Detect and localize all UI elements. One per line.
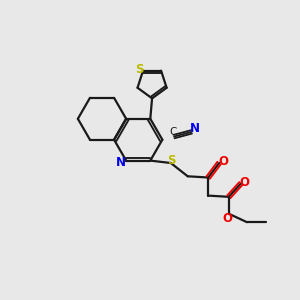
Text: O: O (222, 212, 232, 225)
Text: N: N (190, 122, 200, 135)
Text: C: C (169, 127, 177, 137)
Text: O: O (218, 155, 228, 168)
Text: N: N (116, 157, 126, 169)
Text: S: S (135, 63, 144, 76)
Text: O: O (240, 176, 250, 189)
Text: S: S (167, 154, 176, 166)
